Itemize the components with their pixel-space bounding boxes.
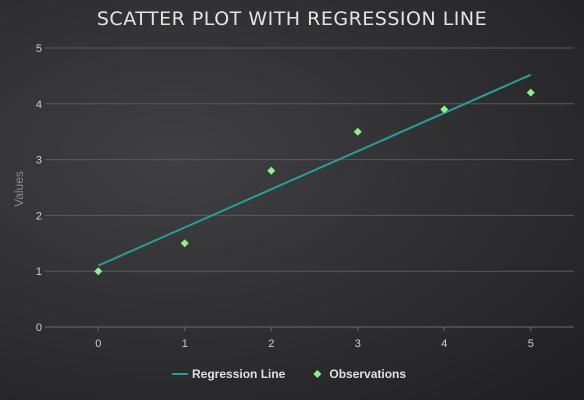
legend-item[interactable]: Regression Line [172,367,286,381]
chart-title: SCATTER PLOT WITH REGRESSION LINE [97,8,487,30]
observation-point [440,105,449,114]
observation-point [526,88,535,97]
legend-item[interactable]: Observations [313,367,406,381]
grid-lines [45,47,574,328]
x-tick-label: 1 [182,338,188,350]
legend-label: Regression Line [192,367,286,381]
y-tick-label: 4 [36,99,42,111]
legend-label: Observations [329,367,406,381]
x-axis-ticks: 0 1 2 3 4 5 [95,327,534,350]
y-tick-label: 2 [36,210,42,222]
observation-point [94,267,103,276]
observation-point [353,127,362,136]
observation-point [180,239,189,248]
x-tick-label: 2 [268,338,274,350]
y-axis-ticks: 0 1 2 3 4 5 [36,43,42,334]
y-tick-label: 1 [36,266,42,278]
legend-diamond-swatch [313,370,322,378]
x-tick-label: 3 [355,338,361,350]
y-axis-title: Values [12,171,26,207]
y-tick-label: 3 [36,155,42,167]
regression-line [97,73,532,267]
x-tick-label: 5 [528,338,534,350]
series-layer [94,73,535,276]
y-tick-label: 5 [36,43,42,55]
observation-point [267,166,276,175]
x-tick-label: 4 [441,338,447,350]
x-tick-label: 0 [95,338,101,350]
legend: Regression Line Observations [172,367,406,381]
y-tick-label: 0 [36,322,42,334]
